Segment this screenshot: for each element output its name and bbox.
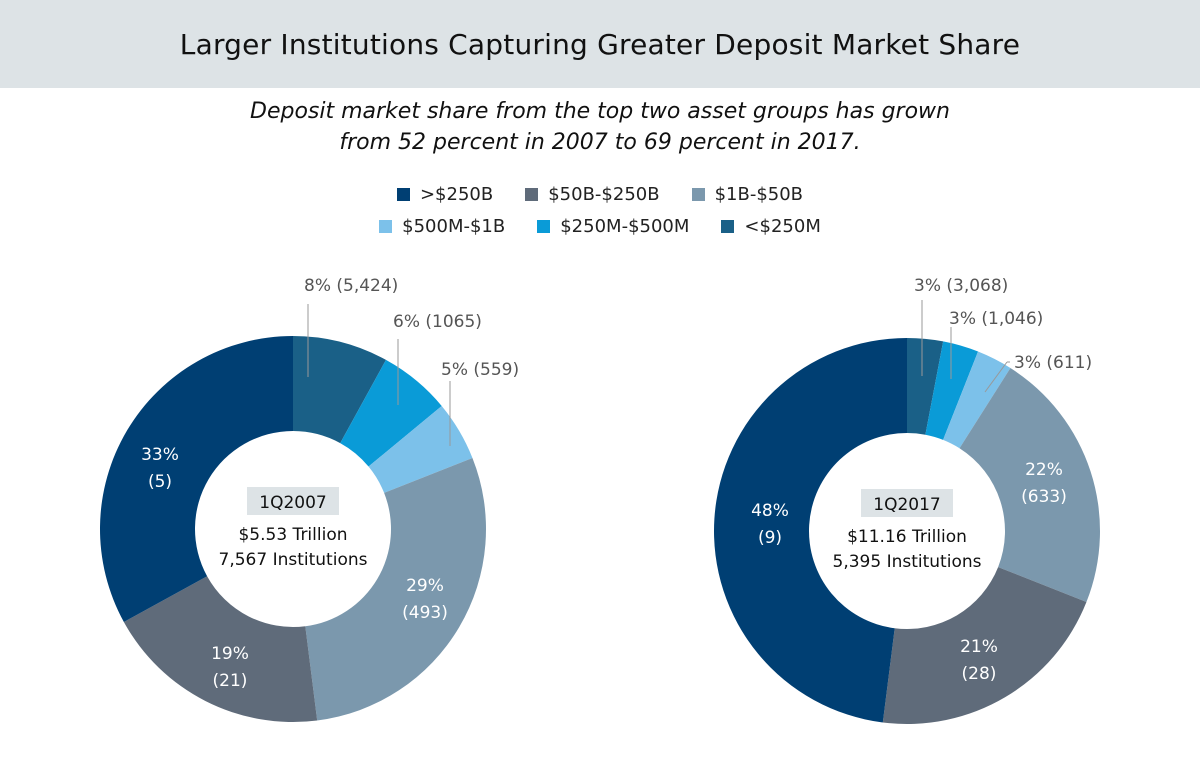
legend-swatch [691,187,705,201]
title-bar: Larger Institutions Capturing Greater De… [0,0,1200,88]
slice-count-label: (9) [758,528,782,548]
subtitle: Deposit market share from the top two as… [0,96,1200,158]
legend-label: $50B-$250B [548,183,660,205]
legend-label: $250M-$500M [560,215,690,237]
slice-count-label: (21) [213,671,248,691]
legend-label: $500M-$1B [402,215,506,237]
slice-percent-label: 19% [211,644,249,664]
slice-percent-label: 33% [141,445,179,465]
center-total-label: $5.53 Trillion [238,525,347,545]
center-institutions-label: 5,395 Institutions [833,552,982,572]
legend-swatch [525,187,539,201]
center-badge [247,487,339,515]
donut-slice [925,341,979,440]
slice-callout-label: 3% (3,068) [914,276,1008,296]
legend: >$250B $50B-$250B $1B-$50B $500M-$1B $25… [0,178,1200,242]
subtitle-line-2: from 52 percent in 2007 to 69 percent in… [339,130,861,155]
center-institutions-label: 7,567 Institutions [219,550,368,570]
legend-swatch [379,219,393,233]
page-title: Larger Institutions Capturing Greater De… [179,27,1021,61]
donut-slice [368,405,473,493]
legend-swatch [537,219,551,233]
slice-callout-label: 5% (559) [441,360,519,380]
donut-slice [943,351,1011,449]
donut-slice [882,567,1087,724]
slice-count-label: (493) [402,603,448,623]
donut-slice [293,336,386,444]
slice-percent-label: 48% [751,501,789,521]
donut-slice [713,337,907,723]
donut-slice [99,336,294,622]
center-period-label: 1Q2017 [873,495,940,515]
donut-slice [907,338,944,435]
center-total-label: $11.16 Trillion [847,527,967,547]
legend-item: <$250M [721,215,821,237]
slice-callout-label: 3% (611) [1014,353,1092,373]
legend-item: $500M-$1B [379,216,505,237]
legend-swatch [721,219,735,233]
slice-count-label: (633) [1021,487,1067,507]
callout-line [984,361,1008,393]
donut-slice [305,457,486,721]
slice-percent-label: 21% [960,637,998,657]
legend-item: $1B-$50B [691,183,804,205]
legend-swatch [396,187,410,201]
legend-label: $1B-$50B [714,183,804,205]
center-period-label: 1Q2007 [259,493,326,513]
legend-item: >$250B [396,183,494,205]
legend-row-2: $500M-$1B $250M-$500M <$250M [0,210,1200,242]
legend-item: $50B-$250B [525,183,660,205]
slice-percent-label: 22% [1025,460,1063,480]
slice-count-label: (28) [962,664,997,684]
donut-chart: 3% (3,068) 3% (1,046) 3% (611) 48% (9) 22% (63… [713,276,1100,724]
donut-slice [959,368,1100,603]
legend-label: >$250B [419,183,494,205]
donut-chart: 8% (5,424) 6% (1065) 5% (559) 33% (5) 29% (493… [99,276,519,722]
donut-slice [123,576,318,722]
legend-label: <$250M [744,215,821,237]
slice-callout-label: 6% (1065) [393,312,482,332]
slice-callout-label: 3% (1,046) [949,309,1043,329]
subtitle-line-1: Deposit market share from the top two as… [250,99,950,124]
legend-item: $250M-$500M [537,216,689,237]
slice-percent-label: 29% [406,576,444,596]
slice-callout-label: 8% (5,424) [304,276,398,296]
center-badge [861,489,953,517]
slice-count-label: (5) [148,472,172,492]
legend-row-1: >$250B $50B-$250B $1B-$50B [0,178,1200,210]
donut-slice [340,359,442,467]
